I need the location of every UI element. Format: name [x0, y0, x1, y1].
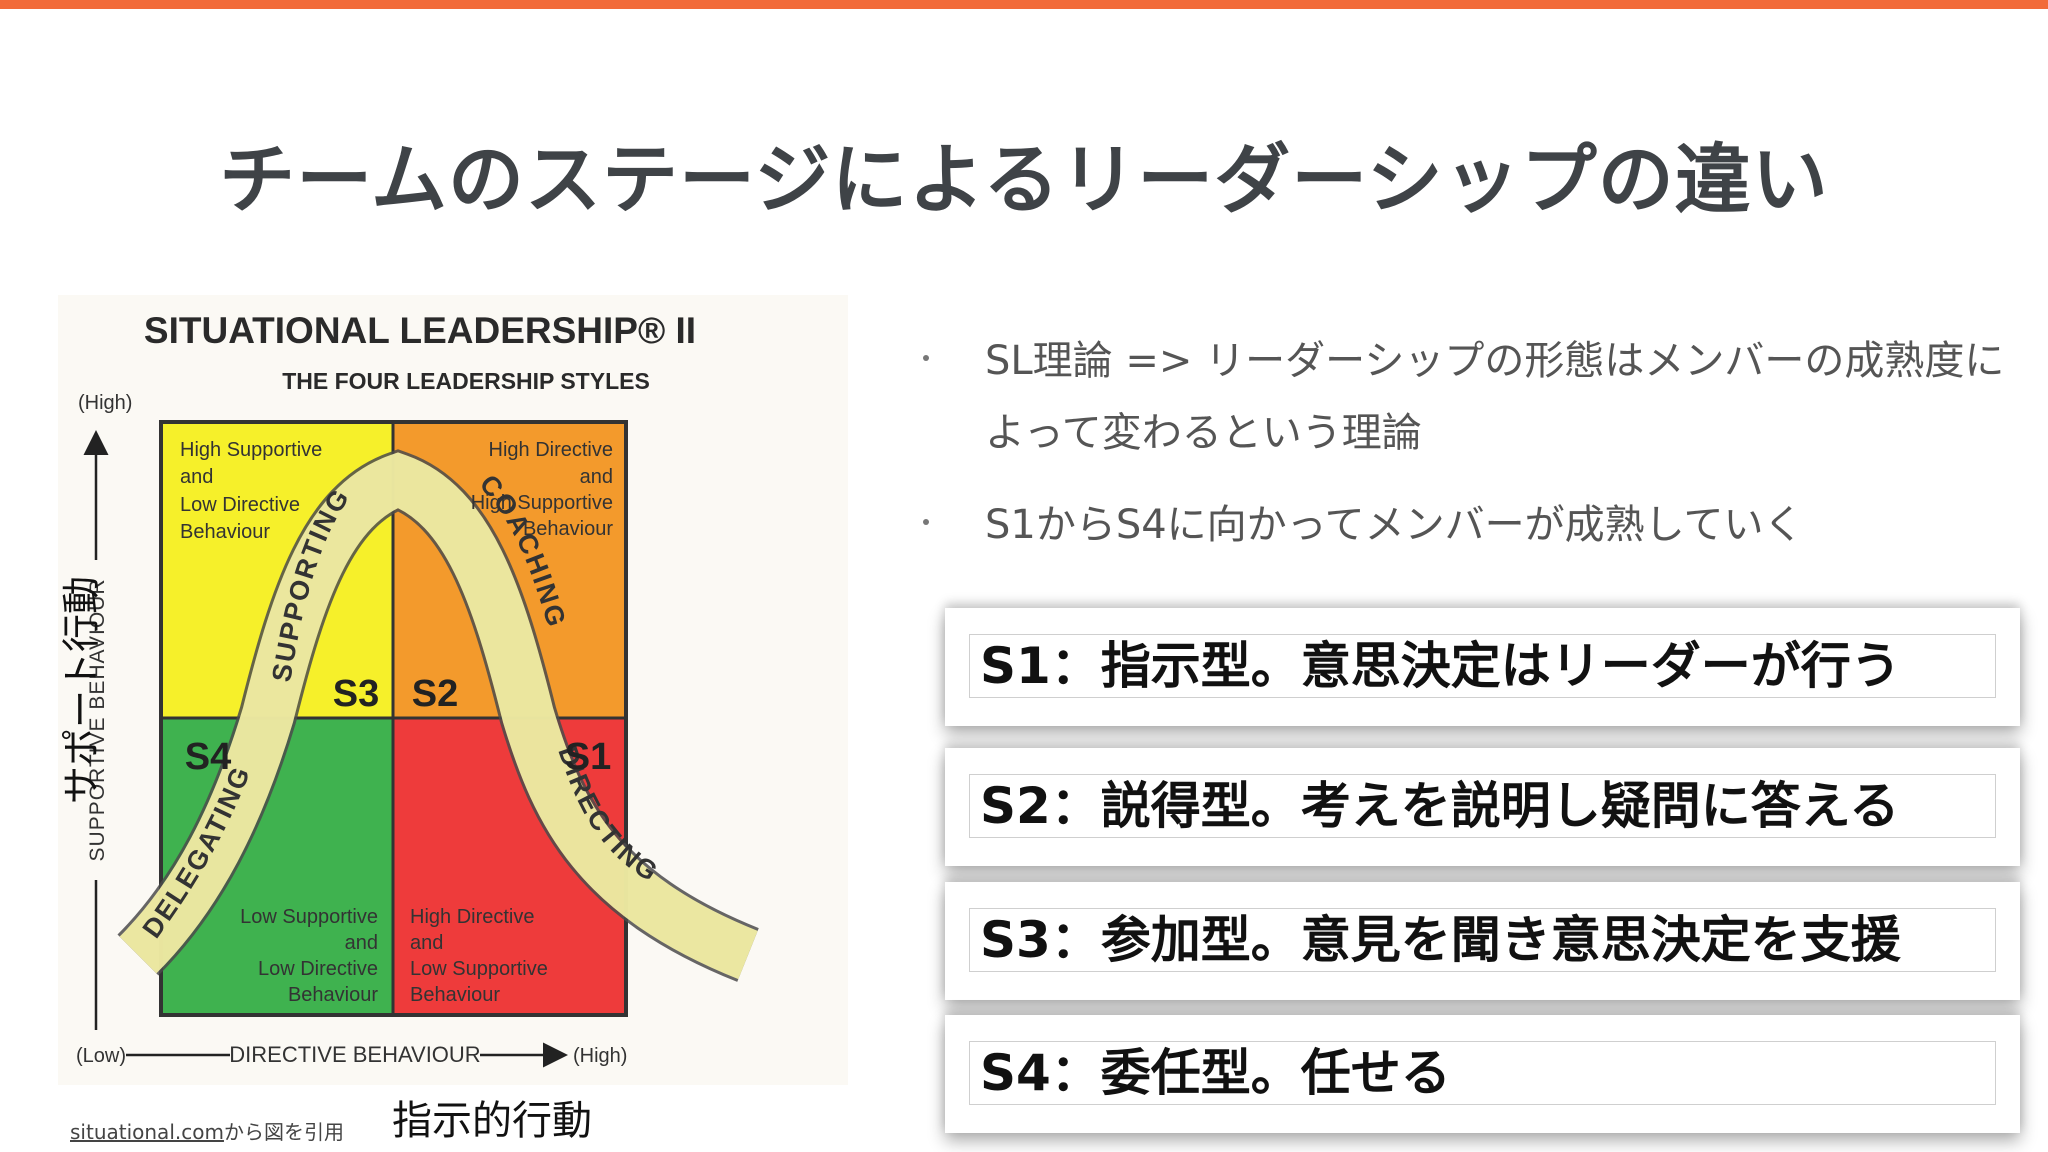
situational-leadership-diagram: SITUATIONAL LEADERSHIP® II THE FOUR LEAD… — [58, 295, 848, 1085]
quadrant-label-s3: S3 — [333, 673, 379, 715]
diagram-title: SITUATIONAL LEADERSHIP® II — [144, 310, 696, 351]
s2-desc-line: High Supportive — [471, 492, 613, 514]
source-note: situational.comから図を引用 — [70, 1116, 344, 1145]
bullet-dot-icon — [923, 519, 929, 525]
s2-desc-line: High Directive — [489, 439, 613, 461]
vertical-axis-caption-text: サポート行動 — [59, 575, 104, 805]
style-card-text: S1：指示型。意思決定はリーダーが行う — [969, 634, 1996, 698]
source-link[interactable]: situational.com — [70, 1120, 224, 1144]
bullet-item: S1からS4に向かってメンバーが成熟していく — [915, 489, 2025, 561]
s3-desc-line: and — [180, 466, 213, 488]
y-axis-high-label: (High) — [78, 392, 132, 414]
quadrant-label-s2: S2 — [412, 673, 458, 715]
s2-desc-line: Behaviour — [523, 518, 613, 540]
x-axis-label-bg — [230, 1039, 480, 1069]
style-card-s2: S2：説得型。考えを説明し疑問に答える — [945, 748, 2020, 866]
bullet-list: SL理論 => リーダーシップの形態はメンバーの成熟度によって変わるという理論 … — [915, 325, 2025, 561]
style-card-s1: S1：指示型。意思決定はリーダーが行う — [945, 608, 2020, 726]
quadrant-label-s1: S1 — [565, 736, 611, 778]
bullet-dot-icon — [923, 355, 929, 361]
s1-desc-line: and — [410, 932, 443, 954]
s4-desc-line: and — [345, 932, 378, 954]
curve-band — [119, 452, 758, 980]
top-accent-bar — [0, 0, 2048, 9]
style-card-text: S4：委任型。任せる — [969, 1041, 1996, 1105]
s2-desc-line: and — [580, 466, 613, 488]
style-card-text: S2：説得型。考えを説明し疑問に答える — [969, 774, 1996, 838]
x-axis-label: DIRECTIVE BEHAVIOUR — [229, 1042, 480, 1067]
diagram-subtitle: THE FOUR LEADERSHIP STYLES — [282, 368, 650, 394]
x-axis-high-label: (High) — [573, 1045, 627, 1067]
s4-desc-line: Low Directive — [258, 958, 378, 980]
s3-desc-line: Behaviour — [180, 521, 270, 543]
style-card-s3: S3：参加型。意見を聞き意思決定を支援 — [945, 882, 2020, 1000]
style-card-s4: S4：委任型。任せる — [945, 1015, 2020, 1133]
horizontal-axis-caption: 指示的行動 — [392, 1098, 592, 1144]
slide-title: チームのステージによるリーダーシップの違い — [219, 135, 1829, 224]
s3-desc-line: High Supportive — [180, 439, 322, 461]
x-axis-low-label: (Low) — [76, 1045, 126, 1067]
style-card-text: S3：参加型。意見を聞き意思決定を支援 — [969, 908, 1996, 972]
s3-desc-line: Low Directive — [180, 494, 300, 516]
s4-desc-line: Low Supportive — [240, 906, 378, 928]
s1-desc-line: High Directive — [410, 906, 534, 928]
y-axis-label-bg — [82, 560, 112, 880]
bullet-text: S1からS4に向かってメンバーが成熟していく — [985, 502, 1804, 548]
s1-desc-line: Low Supportive — [410, 958, 548, 980]
y-axis-label: SUPPORTIVE BEHAVIOUR — [86, 579, 109, 862]
s1-desc-line: Behaviour — [410, 984, 500, 1006]
quadrant-label-s4: S4 — [185, 736, 231, 778]
bullet-text: SL理論 => リーダーシップの形態はメンバーの成熟度によって変わるという理論 — [985, 338, 2005, 456]
source-suffix: から図を引用 — [223, 1120, 344, 1144]
bullet-item: SL理論 => リーダーシップの形態はメンバーの成熟度によって変わるという理論 — [915, 325, 2025, 469]
s4-desc-line: Behaviour — [288, 984, 378, 1006]
